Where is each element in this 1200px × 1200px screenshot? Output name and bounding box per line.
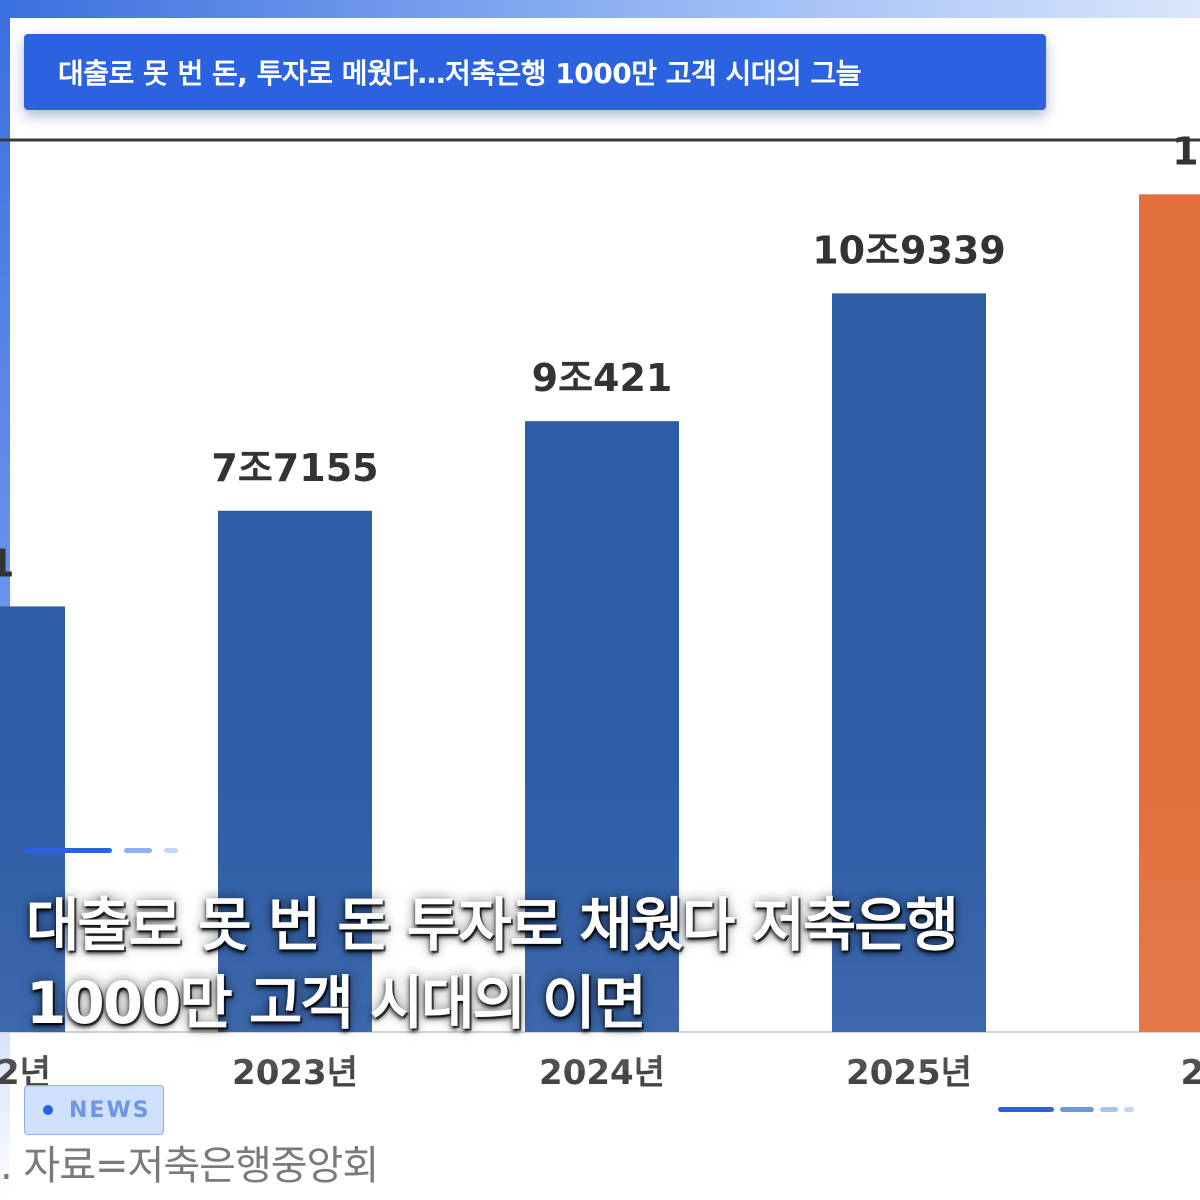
- caption-line-2: 1000만 고객 시대의 이면: [26, 969, 647, 1037]
- bars-group: [0, 194, 1200, 1033]
- left-accent-gradient: [0, 0, 10, 1200]
- slide-dot[interactable]: [1124, 1107, 1134, 1112]
- slide-dot[interactable]: [164, 848, 178, 853]
- news-badge[interactable]: NEWS: [24, 1085, 164, 1135]
- value-label-1: 31: [0, 541, 14, 585]
- bar-5: [1139, 194, 1200, 1033]
- caption-overlay: [0, 770, 1200, 1070]
- slide-dot[interactable]: [1100, 1107, 1118, 1112]
- caption-title: 대출로 못 번 돈 투자로 채웠다 저축은행 1000만 고객 시대의 이면: [26, 886, 1176, 1042]
- bar-2: [218, 510, 372, 1032]
- badge-dot-icon: [43, 1105, 53, 1115]
- x-tick-label-3: 2024년: [539, 1053, 665, 1093]
- value-label-5: 12조: [1172, 129, 1200, 173]
- slide-dot[interactable]: [124, 848, 152, 853]
- news-badge-label: NEWS: [69, 1097, 151, 1123]
- x-tick-label-4: 2025년: [846, 1053, 972, 1093]
- value-label-3: 9조421: [532, 356, 673, 400]
- tick-labels-group: 2022년2023년2024년2025년202: [0, 1053, 1200, 1093]
- slide-dot-active[interactable]: [998, 1107, 1054, 1112]
- source-credit: . 자료=저축은행중앙회: [0, 1143, 379, 1189]
- caption-line-1: 대출로 못 번 돈 투자로 채웠다 저축은행: [26, 891, 959, 959]
- slide-dot-active[interactable]: [24, 848, 112, 853]
- top-accent-gradient: [0, 0, 1200, 18]
- headline-text: 대출로 못 번 돈, 투자로 메웠다…저축은행 1000만 고객 시대의 그늘: [58, 57, 862, 90]
- x-tick-label-2: 2023년: [232, 1053, 358, 1093]
- bar-1: [0, 606, 65, 1032]
- headline-banner[interactable]: 대출로 못 번 돈, 투자로 메웠다…저축은행 1000만 고객 시대의 그늘: [24, 34, 1046, 110]
- value-label-2: 7조7155: [211, 446, 378, 490]
- value-label-4: 10조9339: [812, 228, 1006, 272]
- x-tick-label-5: 202: [1181, 1053, 1200, 1093]
- bar-3: [525, 421, 679, 1033]
- slide-dot[interactable]: [1060, 1107, 1094, 1112]
- value-labels-group: 31 7조7155 9조421 10조9339 12조: [0, 129, 1200, 585]
- bar-4: [832, 293, 986, 1032]
